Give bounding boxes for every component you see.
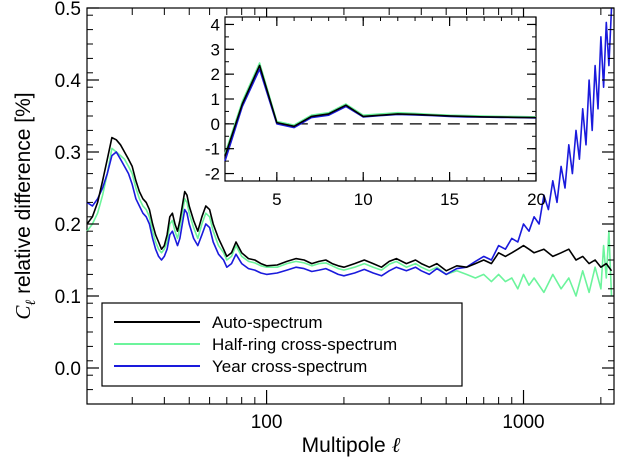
inset-y-tick-label: 3 bbox=[211, 40, 220, 59]
legend-label-auto-spectrum: Auto-spectrum bbox=[212, 313, 323, 332]
legend-items: Auto-spectrum Half-ring cross-spectrum Yea… bbox=[114, 313, 397, 376]
main-x-tick-label: 100 bbox=[251, 412, 283, 433]
y-axis-label: Cℓ relative difference [%] bbox=[11, 92, 39, 319]
main-series-line-auto-spectrum bbox=[86, 136, 613, 272]
inset-y-tick-label: -2 bbox=[205, 165, 220, 184]
main-y-tick-label: 0.3 bbox=[55, 143, 81, 164]
legend-label-year-cross-spectrum: Year cross-spectrum bbox=[212, 357, 367, 376]
inset-y-tick-label: 0 bbox=[211, 115, 220, 134]
inset-x-tick-label: 20 bbox=[527, 190, 546, 209]
y-axis-label-symbol: Cℓ bbox=[11, 300, 39, 320]
inset-x-tick-label: 15 bbox=[440, 190, 459, 209]
inset-x-tick-label: 5 bbox=[272, 190, 281, 209]
main-y-ticks: 0.0 0.1 0.2 0.3 0.4 0.5 bbox=[55, 0, 614, 405]
main-series-group bbox=[86, 7, 613, 297]
inset-plot: 5 10 15 20 -2 -1 0 1 2 3 4 bbox=[205, 15, 546, 209]
x-axis-label-symbol: ℓ bbox=[392, 433, 401, 457]
main-series-line-half-ring-cross-spectrum bbox=[86, 147, 613, 297]
inset-y-tick-label: -1 bbox=[205, 140, 220, 159]
main-y-tick-label: 0.4 bbox=[55, 71, 82, 92]
x-axis-label-text: Multipole bbox=[302, 434, 392, 457]
inset-x-ticks: 5 10 15 20 bbox=[241, 17, 546, 209]
inset-x-tick-label: 10 bbox=[354, 190, 373, 209]
inset-frame bbox=[224, 16, 537, 182]
inset-y-ticks: -2 -1 0 1 2 3 4 bbox=[205, 15, 536, 184]
legend: Auto-spectrum Half-ring cross-spectrum Yea… bbox=[101, 302, 463, 387]
inset-y-tick-label: 1 bbox=[211, 90, 220, 109]
main-y-tick-label: 0.5 bbox=[55, 0, 81, 20]
inset-y-tick-label: 2 bbox=[211, 65, 220, 84]
inset-series-group bbox=[224, 62, 537, 162]
inset-series-line-auto-spectrum bbox=[224, 64, 537, 157]
legend-label-half-ring-cross-spectrum: Half-ring cross-spectrum bbox=[212, 335, 397, 354]
main-y-tick-label: 0.1 bbox=[55, 287, 81, 308]
main-y-tick-label: 0.0 bbox=[55, 359, 81, 380]
y-axis-label-text: relative difference [%] bbox=[12, 92, 35, 299]
x-axis-label: Multipole ℓ bbox=[302, 433, 401, 457]
main-y-tick-label: 0.2 bbox=[55, 215, 81, 236]
main-x-tick-label: 1000 bbox=[502, 412, 544, 433]
main-series-line-year-cross-spectrum bbox=[86, 7, 613, 277]
inset-y-tick-label: 4 bbox=[211, 15, 220, 34]
